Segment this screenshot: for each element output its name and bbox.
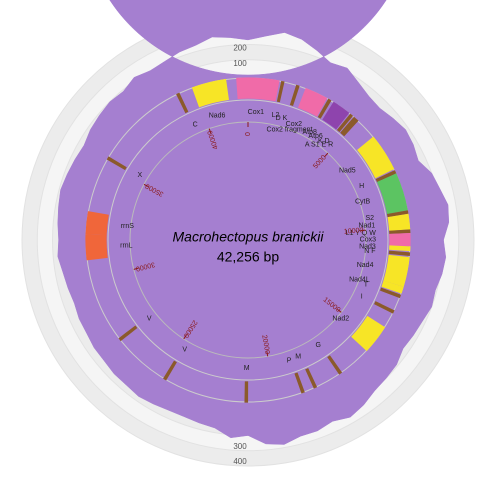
feature-label: Cox3 [360,237,376,244]
feature-label: Cox1 [248,109,264,116]
feature-label: Nad4 [357,262,374,269]
feature-label: S2 [366,215,375,222]
feature-label: V [147,315,152,322]
feature [86,212,108,235]
feature-label: A S1 E R [305,141,333,148]
feature-label: CytB [355,199,371,206]
feature-label: M [244,365,250,372]
feature [390,246,410,250]
feature [390,234,410,246]
feature-label: X [137,172,142,179]
feature [245,382,247,402]
feature-label: C [193,121,198,128]
feature-label: N F [364,248,375,255]
feature [390,230,410,233]
feature-label: I [361,294,363,301]
r-tick-label: 300 [233,442,247,451]
x-tick-label: 0 [245,132,252,136]
feature-label: H [359,183,364,190]
feature [388,214,409,230]
feature-label: T [364,281,369,288]
chart-title: Macrohectopus branickii [173,229,325,245]
feature-label: P [287,357,292,364]
r-tick-label: 100 [233,59,247,68]
feature-label: rrnL [120,243,133,250]
feature-label: M [295,353,301,360]
r-tick-label: 200 [233,44,247,53]
r-tick-label: 400 [233,457,247,466]
feature-label: G [315,342,320,349]
feature-label: Nad5 [339,168,356,175]
feature [86,235,107,260]
feature-label: Nad6 [209,113,226,120]
chart-subtitle: 42,256 bp [217,249,279,265]
feature-label: V [182,347,187,354]
feature-label: Nad2 [332,315,349,322]
feature-label: rrnS [121,223,135,230]
feature [237,78,279,101]
